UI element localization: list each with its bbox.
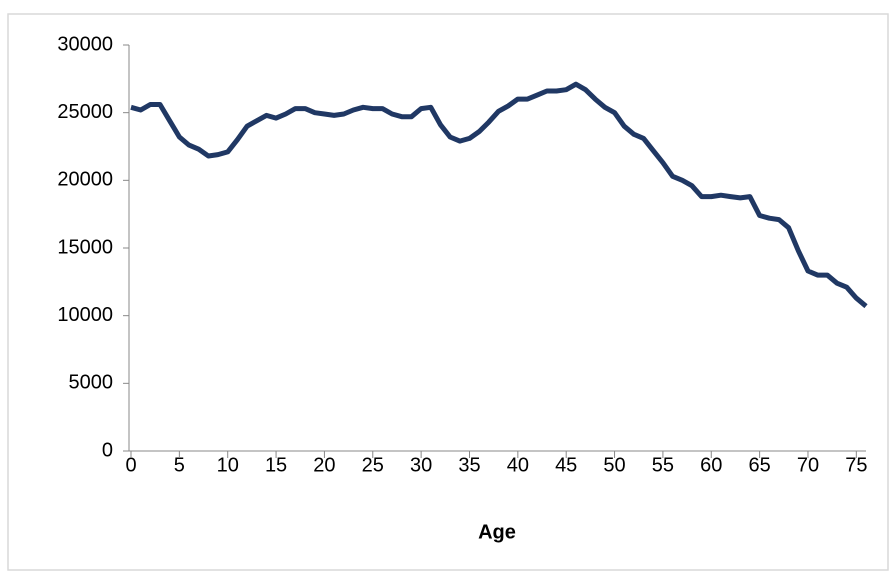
y-tick-label: 20000: [57, 169, 113, 191]
x-tick-label: 35: [458, 454, 480, 476]
x-tick-label: 30: [410, 454, 432, 476]
x-axis-title: Age: [478, 521, 516, 543]
x-tick-label: 65: [748, 454, 770, 476]
x-tick-label: 0: [125, 454, 136, 476]
y-tick-label: 25000: [57, 101, 113, 123]
x-tick-label: 75: [845, 454, 867, 476]
x-tick-label: 15: [265, 454, 287, 476]
x-tick-label: 10: [217, 454, 239, 476]
y-tick-label: 5000: [69, 372, 114, 394]
data-line: [130, 81, 868, 309]
x-tick-label: 70: [797, 454, 819, 476]
y-tick-label: 15000: [57, 236, 113, 258]
x-tick-label: 40: [507, 454, 529, 476]
x-tick-label: 45: [555, 454, 577, 476]
chart-frame: [7, 13, 889, 571]
y-tick-label: 30000: [57, 33, 113, 55]
x-tick-label: 60: [700, 454, 722, 476]
y-tick-label: 0: [102, 439, 113, 461]
x-tick-label: 50: [603, 454, 625, 476]
y-tick-label: 10000: [57, 304, 113, 326]
x-tick-label: 5: [174, 454, 185, 476]
x-tick-label: 55: [652, 454, 674, 476]
x-tick-label: 20: [313, 454, 335, 476]
x-tick-label: 25: [362, 454, 384, 476]
